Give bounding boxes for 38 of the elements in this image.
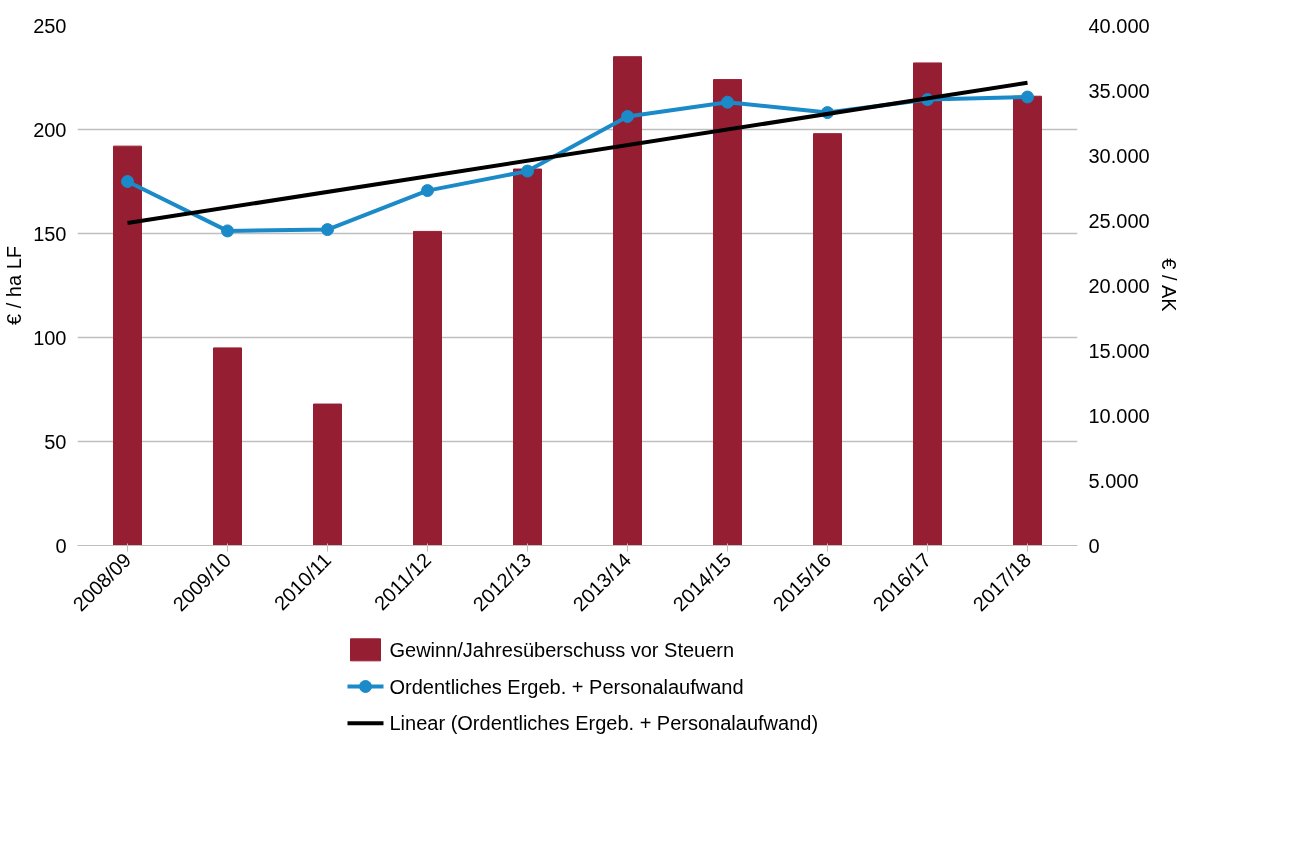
- y-tick-label: 150: [33, 222, 67, 245]
- point: [321, 223, 334, 237]
- y2-tick-label: 0: [1088, 534, 1100, 557]
- y-tick-label: 100: [33, 326, 67, 349]
- bar: [513, 168, 542, 546]
- bar: [913, 62, 942, 546]
- y-tick-label: 0: [55, 534, 67, 557]
- y2-tick-label: 10.000: [1088, 404, 1150, 427]
- point: [221, 224, 234, 238]
- point: [721, 95, 734, 109]
- y2-tick-label: 15.000: [1088, 339, 1150, 362]
- y-tick-label: 200: [33, 118, 67, 141]
- bar: [713, 79, 742, 546]
- y2-tick-label: 40.000: [1088, 14, 1150, 37]
- y2-tick-label: 25.000: [1088, 209, 1150, 232]
- legend-label: Gewinn/Jahresüberschuss vor Steuern: [389, 638, 735, 661]
- y2-tick-label: 30.000: [1088, 144, 1150, 167]
- bar: [413, 230, 442, 546]
- y2-axis-title: € / AK: [1157, 258, 1180, 313]
- bar: [313, 403, 342, 546]
- bar: [1013, 95, 1042, 546]
- y2-tick-label: 20.000: [1088, 274, 1150, 297]
- y-tick-label: 250: [33, 14, 67, 37]
- point: [421, 184, 434, 198]
- legend-label: Ordentliches Ergeb. + Personalaufwand: [389, 675, 744, 698]
- bar: [113, 145, 142, 546]
- point: [521, 164, 534, 178]
- bar: [213, 347, 242, 546]
- y2-tick-label: 35.000: [1088, 79, 1150, 102]
- bar: [813, 133, 842, 546]
- bar: [613, 56, 642, 546]
- y-axis-title: € / ha LF: [3, 246, 26, 325]
- y-tick-label: 50: [44, 430, 67, 453]
- point: [621, 110, 634, 123]
- legend-label: Linear (Ordentliches Ergeb. + Personalaufwand): [389, 712, 819, 735]
- y2-tick-label: 5.000: [1088, 469, 1139, 492]
- point: [1021, 90, 1034, 104]
- point: [121, 175, 134, 188]
